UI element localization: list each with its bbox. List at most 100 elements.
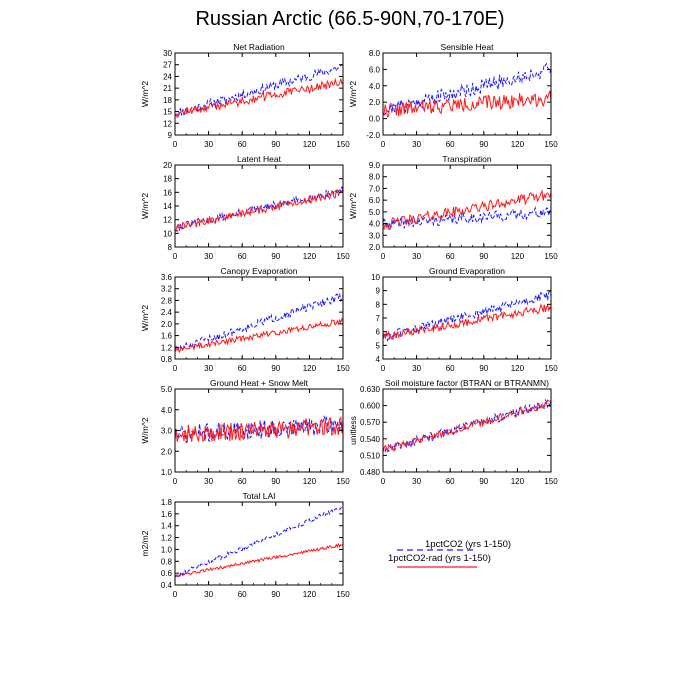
panel-title: Latent Heat [237,154,282,164]
y-tick-label: 3.2 [161,285,173,294]
y-tick-label: 24 [163,72,172,81]
x-tick-label: 150 [544,477,558,486]
series-line-1pctco2-yrs-1-150 [383,291,551,343]
x-tick-label: 30 [204,590,213,599]
y-tick-label: 3.0 [369,231,381,240]
y-tick-label: 4.0 [161,406,173,415]
x-tick-label: 60 [238,477,247,486]
panel-transpiration: 0 30 60 90 120 150 2.0 3.0 4.0 5.0 6.0 7.0 8.0 9.0 Tra… [348,154,558,261]
y-tick-label: 0.8 [161,557,173,566]
x-tick-label: 0 [173,590,178,599]
x-tick-label: 0 [173,140,178,149]
x-tick-label: 120 [303,140,317,149]
x-tick-label: 90 [271,477,280,486]
series-line-1pctco2-rad-yrs-1-150 [383,303,551,341]
x-tick-label: 0 [173,364,178,373]
panel-soil-moisture-factor-btran-or-btranmn: 0 30 60 90 120 150 0.480 0.510 0.540 0.570 0.600 0.… [348,378,558,486]
y-axis-label: unitless [348,416,358,445]
y-tick-label: 18 [163,96,172,105]
y-axis-label: W/m^2 [348,81,358,107]
panel-ground-evaporation: 0 30 60 90 120 150 4 5 6 7 8 9 10 Ground Evaporation [371,266,558,373]
x-tick-label: 30 [204,477,213,486]
y-tick-label: 12 [163,216,172,225]
y-tick-label: 15 [163,108,172,117]
series-line-1pctco2-rad-yrs-1-150 [175,317,343,354]
y-tick-label: 6.0 [369,196,381,205]
x-tick-label: 120 [303,252,317,261]
x-tick-label: 0 [381,252,386,261]
y-axis-label: W/m^2 [140,305,150,331]
y-tick-label: 1.2 [161,534,173,543]
plot-frame [174,164,344,248]
y-tick-label: 8.0 [369,173,381,182]
y-tick-label: 30 [163,49,172,58]
x-tick-label: 90 [271,364,280,373]
series-line-1pctco2-rad-yrs-1-150 [175,188,343,231]
series-line-1pctco2-rad-yrs-1-150 [175,542,343,578]
x-tick-label: 150 [544,364,558,373]
y-tick-label: 18 [163,175,172,184]
x-tick-label: 0 [173,252,178,261]
plot-frame [382,276,552,360]
x-tick-label: 150 [336,140,350,149]
legend-label-1pctco2: 1pctCO2 (yrs 1-150) [425,539,511,550]
x-tick-label: 30 [412,140,421,149]
panel-title: Soil moisture factor (BTRAN or BTRANMN) [385,378,549,388]
x-tick-label: 60 [446,140,455,149]
panel-title: Ground Heat + Snow Melt [210,378,309,388]
panel-sensible-heat: 0 30 60 90 120 150 -2.0 0.0 2.0 4.0 6.0 8.0 Sensible… [348,42,558,149]
x-tick-label: 90 [271,140,280,149]
y-axis-label: W/m^2 [140,81,150,107]
x-tick-label: 30 [412,477,421,486]
x-tick-label: 120 [511,364,525,373]
panel-title: Total LAI [242,491,275,501]
y-tick-label: 1.6 [161,510,173,519]
panel-title: Ground Evaporation [429,266,505,276]
x-tick-label: 150 [544,140,558,149]
x-tick-label: 120 [303,477,317,486]
series-line-1pctco2-yrs-1-150 [383,398,551,453]
x-tick-label: 150 [336,477,350,486]
y-tick-label: 4.0 [369,82,381,91]
y-tick-label: 8 [376,300,381,309]
y-tick-label: 0.480 [360,468,381,477]
x-tick-label: 150 [336,590,350,599]
y-tick-label: 5.0 [369,208,381,217]
x-tick-label: 30 [204,252,213,261]
panel-title: Transpiration [442,154,492,164]
y-tick-label: 1.8 [161,498,173,507]
x-tick-label: 90 [271,252,280,261]
y-tick-label: 0.540 [360,435,381,444]
x-tick-label: 0 [381,477,386,486]
x-tick-label: 60 [238,590,247,599]
y-tick-label: 4 [376,355,381,364]
series-line-1pctco2-yrs-1-150 [175,293,343,353]
y-tick-label: 0.570 [360,418,381,427]
panel-total-lai: 0 30 60 90 120 150 0.4 0.6 0.8 1.0 1.2 1.4 1.6 1.8 Tot… [140,491,350,599]
series-line-1pctco2-rad-yrs-1-150 [383,399,551,453]
y-tick-label: 0.630 [360,385,381,394]
x-tick-label: 30 [204,364,213,373]
series-line-1pctco2-yrs-1-150 [175,186,343,232]
y-tick-label: 0.510 [360,451,381,460]
y-tick-label: 2.0 [369,243,381,252]
panel-title: Canopy Evaporation [220,266,297,276]
y-tick-label: 9.0 [369,161,381,170]
x-tick-label: 90 [479,477,488,486]
x-tick-label: 60 [446,477,455,486]
plot-frame [382,164,552,248]
plot-frame [174,52,344,136]
x-tick-label: 120 [303,590,317,599]
series-line-1pctco2-rad-yrs-1-150 [175,416,343,443]
panel-ground-heat-snow-melt: 0 30 60 90 120 150 1.0 2.0 3.0 4.0 5.0 Ground Heat … [140,378,350,486]
y-tick-label: 7.0 [369,184,381,193]
y-tick-label: 5.0 [161,385,173,394]
y-tick-label: 8 [168,243,173,252]
series-line-1pctco2-yrs-1-150 [383,206,551,231]
y-tick-label: -2.0 [366,131,380,140]
y-tick-label: 0.0 [369,115,381,124]
plot-frame [174,501,344,586]
y-tick-label: 2.0 [161,320,173,329]
y-axis-label: m2/m2 [140,530,150,556]
